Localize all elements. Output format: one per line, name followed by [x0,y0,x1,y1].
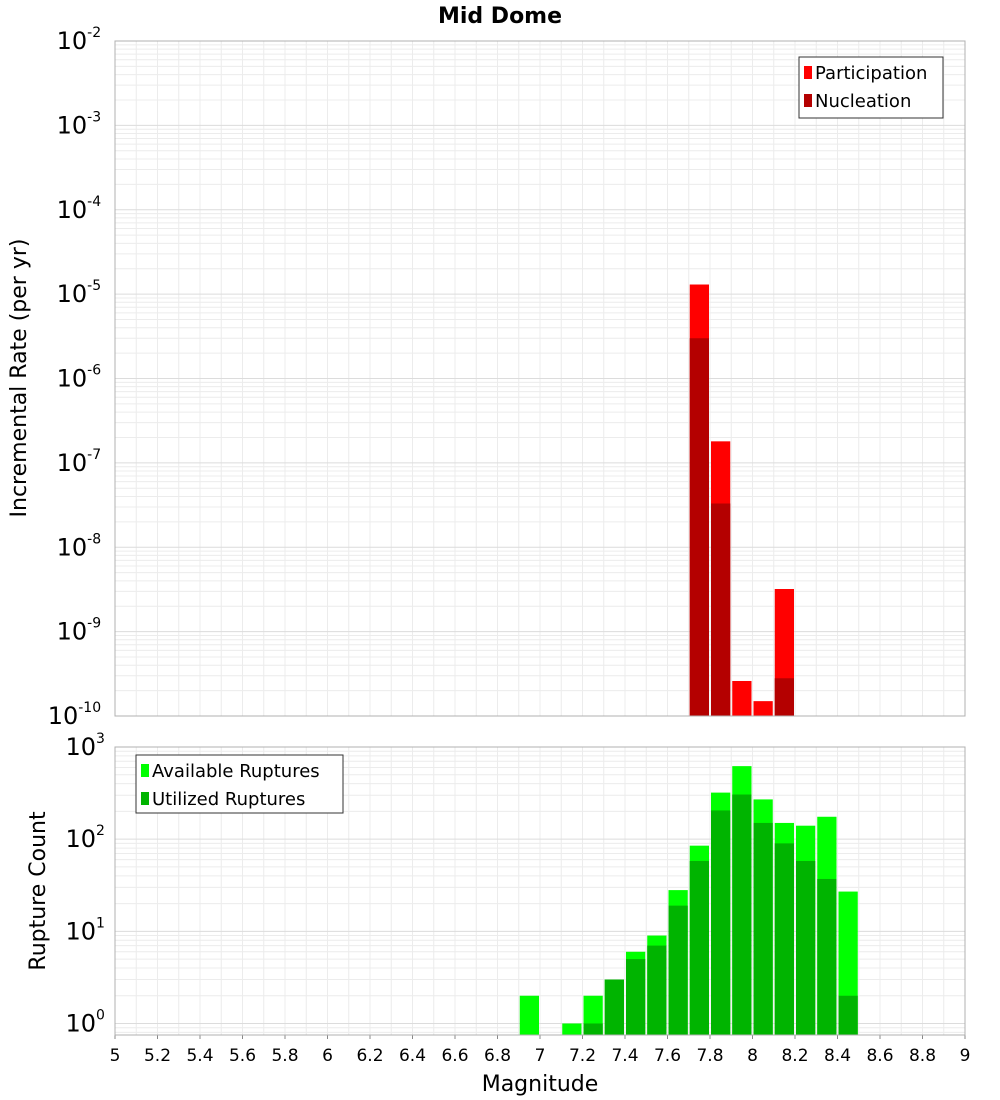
magnitude-x-tick-label: 5.8 [271,1046,298,1066]
rate-legend-label: Participation [815,63,927,84]
rate-bar-series2 [711,503,731,716]
rate-y-tick-label: 10-3 [57,109,102,139]
count-bar-series2 [817,878,837,1035]
rate-y-tick-label: 10-2 [57,25,102,55]
magnitude-x-tick-label: 6.2 [356,1046,383,1066]
count-bar-series2 [626,959,646,1035]
rate-legend-box [798,56,944,119]
magnitude-x-tick-label: 7 [535,1046,546,1066]
count-bar-series1 [562,1023,582,1035]
rate-y-axis-label: Incremental Rate (per yr) [7,239,32,518]
magnitude-x-tick-label: 8.4 [824,1046,851,1066]
magnitude-x-tick-label: 8 [747,1046,758,1066]
count-bar-series2 [604,979,624,1035]
count-bar-series2 [647,945,667,1035]
count-bar-series2 [583,1023,603,1035]
count-bar-series2 [753,822,773,1035]
count-y-axis-label: Rupture Count [26,811,51,971]
magnitude-x-tick-label: 5 [110,1046,121,1066]
rate-panel: 10-10 10-9 10-8 10-7 10-6 10-5 10-4 10-3 10-2 In… [7,25,966,730]
magnitude-x-tick-label: 6.6 [441,1046,468,1066]
magnitude-x-ticks: 5 5.2 5.4 5.6 5.8 6 6.2 6.4 6.6 6.8 7 7.2 7.4 7.6 7.8 8… [110,1035,971,1066]
rate-bar-series1 [753,701,773,716]
magnitude-x-tick-label: 8.2 [781,1046,808,1066]
rate-legend: Participation Nucleation [798,56,944,119]
count-legend-label: Available Ruptures [152,761,320,782]
count-legend-box [135,754,344,814]
magnitude-x-tick-label: 5.6 [229,1046,256,1066]
rate-bars [689,284,794,716]
chart-title: Mid Dome [438,4,562,29]
count-y-tick-label: 103 [66,731,105,761]
magnitude-x-tick-label: 8.6 [866,1046,893,1066]
count-bar-series2 [796,860,816,1035]
rate-y-tick-label: 10-4 [57,194,102,224]
count-bars [519,766,858,1035]
rate-y-tick-label: 10-6 [57,363,102,393]
count-bar-series1 [519,995,539,1035]
rate-y-tick-label: 10-5 [57,278,102,308]
rate-y-tick-label: 10-8 [57,531,102,561]
rate-bar-series2 [689,338,709,716]
magnitude-x-axis-label: Magnitude [482,1072,599,1097]
count-legend-swatch [141,792,149,805]
rate-legend-label: Nucleation [815,91,911,112]
count-bar-series2 [668,905,688,1035]
rate-y-tick-label: 10-10 [48,700,101,730]
magnitude-x-tick-label: 7.8 [696,1046,723,1066]
rate-bar-series1 [732,680,752,716]
magnitude-x-tick-label: 5.4 [186,1046,213,1066]
magnitude-x-tick-label: 8.8 [909,1046,936,1066]
magnitude-x-tick-label: 7.2 [569,1046,596,1066]
count-panel: 100 101 102 103 5 5.2 5.4 5.6 5.8 6 6.2 6.4 6.6 6.8 7… [26,731,970,1097]
count-legend-swatch [141,764,149,777]
rate-y-tick-label: 10-7 [57,447,102,477]
rate-legend-swatch [804,66,812,79]
count-bar-series2 [689,860,709,1035]
magnitude-x-tick-label: 9 [960,1046,971,1066]
rate-grid [114,41,966,717]
count-plot-frame [114,746,966,1036]
count-legend-label: Utilized Ruptures [152,789,305,810]
count-bar-series2 [711,810,731,1035]
rate-plot-frame [114,40,966,717]
count-y-ticks: 100 101 102 103 [66,731,105,1037]
rate-y-tick-label: 10-9 [57,616,102,646]
magnitude-x-tick-label: 5.2 [144,1046,171,1066]
count-y-tick-label: 100 [66,1007,105,1037]
magnitude-x-tick-label: 6 [322,1046,333,1066]
count-bar-series2 [732,794,752,1035]
magnitude-x-tick-label: 7.6 [654,1046,681,1066]
magnitude-x-tick-label: 6.4 [399,1046,426,1066]
rate-legend-swatch [804,94,812,107]
magnitude-x-tick-label: 7.4 [611,1046,638,1066]
rate-bar-series2 [774,678,794,716]
count-y-tick-label: 102 [66,823,105,853]
rate-y-ticks: 10-10 10-9 10-8 10-7 10-6 10-5 10-4 10-3 10-2 [48,25,101,730]
count-legend: Available Ruptures Utilized Ruptures [135,754,344,814]
magnitude-x-tick-label: 6.8 [484,1046,511,1066]
count-bar-series2 [774,843,794,1035]
count-y-tick-label: 101 [66,915,105,945]
count-bar-series2 [838,995,858,1035]
